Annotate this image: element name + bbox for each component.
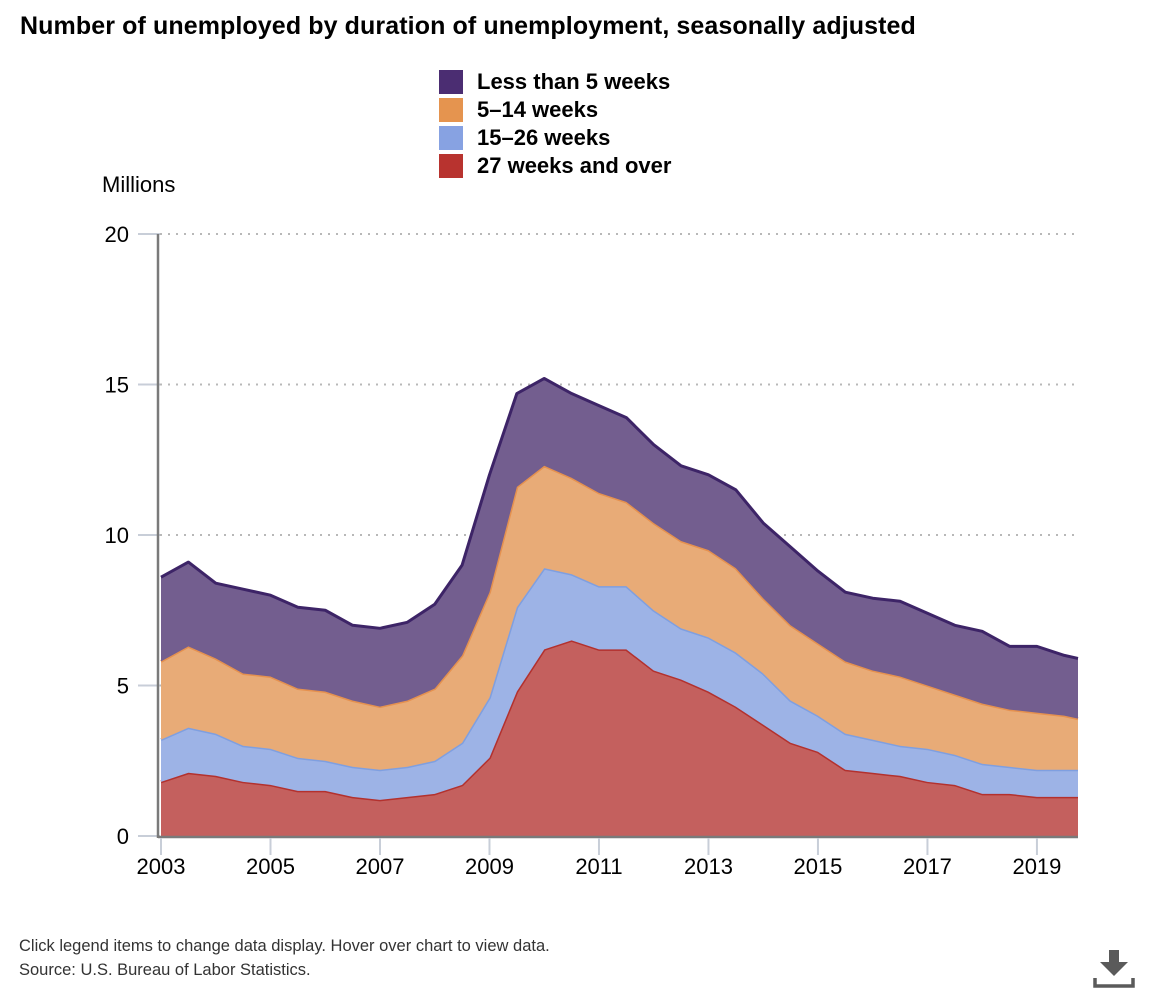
legend-item-27-weeks-and-over[interactable]: 27 weeks and over [439,152,671,180]
legend-label: Less than 5 weeks [477,69,671,94]
x-tick-label: 2005 [246,854,295,879]
legend-swatch [439,70,463,94]
x-tick-label: 2009 [465,854,514,879]
legend-swatch [439,126,463,150]
download-button[interactable] [1090,944,1138,990]
x-tick-label: 2019 [1012,854,1061,879]
area-5-14-weeks [161,465,1078,770]
y-axis-label: Millions [102,172,176,197]
area-27-weeks-and-over [161,640,1078,836]
legend-swatch [439,154,463,178]
x-tick-label: 2011 [575,854,622,879]
footer-source: Source: U.S. Bureau of Labor Statistics. [19,961,311,979]
x-tick-label: 2017 [903,854,952,879]
y-tick-label: 5 [117,674,129,699]
legend-swatch [439,98,463,122]
chart-plot-area[interactable]: 0 5 10 15 20 2003 2005 2007 2009 2011 2013 2015 2017… [0,0,1175,920]
x-tick-label: 2003 [137,854,186,879]
area-15-26-weeks [161,568,1078,800]
legend: Less than 5 weeks 5–14 weeks 15–26 weeks… [439,68,671,180]
x-tick-label: 2013 [684,854,733,879]
footer-note: Click legend items to change data displa… [19,937,550,955]
area-less-than-5-weeks [161,378,1078,719]
legend-label: 27 weeks and over [477,153,672,178]
y-tick-label: 0 [117,824,129,849]
y-tick-label: 10 [105,523,129,548]
legend-item-15-26-weeks[interactable]: 15–26 weeks [439,124,671,152]
legend-item-less-than-5-weeks[interactable]: Less than 5 weeks [439,68,671,96]
line-less-than-5-weeks [160,376,1079,660]
download-icon [1093,950,1135,988]
x-tick-label: 2015 [793,854,842,879]
legend-label: 15–26 weeks [477,125,611,150]
legend-label: 5–14 weeks [477,97,599,122]
footer: Click legend items to change data displa… [19,934,550,982]
y-tick-label: 15 [105,373,129,398]
area-series [160,376,1079,836]
axes: 0 5 10 15 20 2003 2005 2007 2009 2011 2013 2015 2017… [105,222,1078,879]
y-tick-label: 20 [105,222,129,247]
x-tick-label: 2007 [356,854,405,879]
legend-item-5-14-weeks[interactable]: 5–14 weeks [439,96,671,124]
chart-title: Number of unemployed by duration of unem… [20,12,916,40]
